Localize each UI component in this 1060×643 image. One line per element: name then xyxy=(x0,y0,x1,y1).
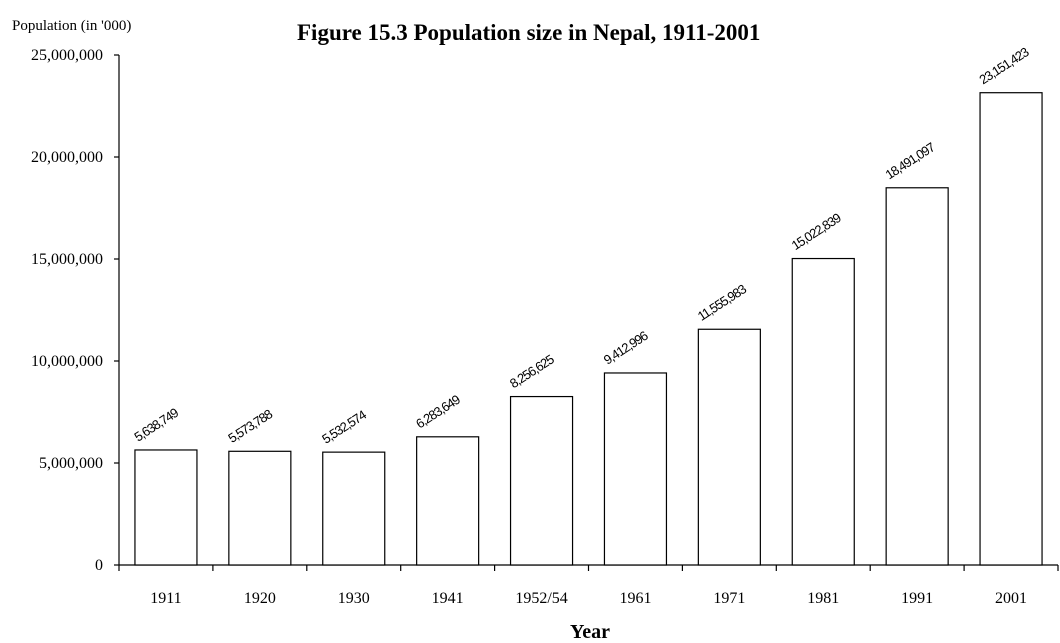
x-axis-label: Year xyxy=(570,621,610,643)
y-tick-label: 0 xyxy=(95,557,103,574)
bar-data-label: 23,151,423 xyxy=(977,44,1032,87)
x-tick-label: 1930 xyxy=(338,590,370,607)
bar xyxy=(416,436,480,566)
x-tick-label: 1920 xyxy=(244,590,276,607)
y-axis-label: Population (in '000) xyxy=(12,18,131,34)
y-tick-label: 15,000,000 xyxy=(31,251,103,268)
x-ticks: 1911 1920 1930 1941 1952/54 1961 1971 1981 1991 2… xyxy=(118,565,1059,607)
bar xyxy=(697,328,761,566)
bar xyxy=(509,395,574,566)
y-tick-label: 5,000,000 xyxy=(39,455,103,472)
bar xyxy=(791,257,855,566)
bar-data-label: 18,491,097 xyxy=(883,139,938,182)
x-tick-label: 1911 xyxy=(150,590,181,607)
bar xyxy=(603,372,668,566)
x-tick-label: 1991 xyxy=(901,590,933,607)
bar xyxy=(322,451,386,566)
bar xyxy=(885,187,949,566)
bar-data-label: 15,022,839 xyxy=(789,210,844,253)
x-tick-label: 1961 xyxy=(619,590,651,607)
bar xyxy=(228,450,292,566)
y-tick-label: 20,000,000 xyxy=(31,149,103,166)
bar-data-label: 11,555,983 xyxy=(695,281,749,323)
bar-data-label: 6,283,649 xyxy=(413,392,463,432)
x-tick-label: 1971 xyxy=(713,590,745,607)
chart-title: Figure 15.3 Population size in Nepal, 19… xyxy=(297,20,760,45)
bar-data-label: 9,412,996 xyxy=(601,328,651,368)
x-tick-label: 2001 xyxy=(995,590,1027,607)
x-tick-label: 1941 xyxy=(432,590,464,607)
y-tick-label: 25,000,000 xyxy=(31,47,103,64)
y-ticks: 0 5,000,000 10,000,000 15,000,000 20,000,000… xyxy=(31,47,119,574)
x-tick-label: 1952/54 xyxy=(515,590,567,607)
bar xyxy=(979,92,1043,566)
bars xyxy=(134,92,1043,566)
bar-data-label: 5,638,749 xyxy=(131,405,181,445)
bar xyxy=(134,449,198,566)
bar-data-label: 8,256,625 xyxy=(507,351,557,391)
x-tick-label: 1981 xyxy=(807,590,839,607)
y-tick-label: 10,000,000 xyxy=(31,353,103,370)
bar-data-label: 5,573,788 xyxy=(225,406,275,446)
bar-data-label: 5,532,574 xyxy=(319,407,369,447)
